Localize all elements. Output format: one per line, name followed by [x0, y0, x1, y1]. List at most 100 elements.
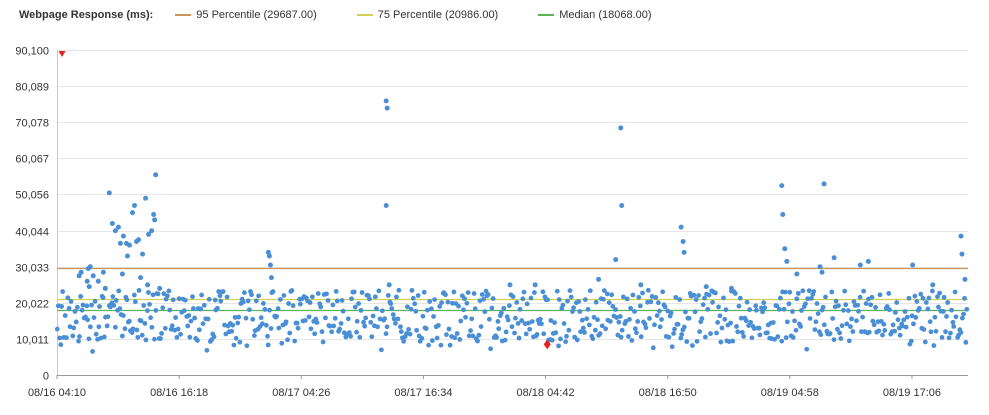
data-point — [465, 290, 471, 296]
data-point — [145, 282, 151, 288]
data-point — [116, 288, 122, 294]
data-point — [287, 330, 293, 336]
data-point — [793, 327, 799, 333]
data-point — [593, 299, 599, 305]
data-point — [952, 289, 958, 295]
data-point — [132, 299, 138, 305]
data-point — [737, 295, 743, 301]
data-point — [375, 324, 380, 330]
y-tick-label: 30,033 — [15, 263, 49, 275]
data-point — [451, 289, 457, 295]
data-point — [324, 291, 329, 297]
data-point — [805, 296, 811, 302]
data-point — [158, 336, 163, 341]
data-point — [829, 289, 835, 295]
data-point — [869, 294, 875, 300]
data-point — [454, 331, 460, 336]
data-point — [762, 305, 768, 311]
y-tick-label: 60,067 — [15, 154, 49, 166]
data-point — [410, 295, 416, 301]
x-tick-label: 08/16 04:10 — [28, 387, 86, 399]
data-point — [131, 292, 137, 298]
data-point — [529, 319, 535, 324]
data-point — [845, 308, 851, 314]
data-point — [439, 300, 445, 305]
data-point — [246, 307, 252, 313]
data-point — [135, 334, 141, 340]
data-point — [266, 253, 272, 259]
data-point — [323, 315, 328, 321]
data-point — [911, 321, 916, 327]
x-tick-label: 08/19 17:06 — [883, 387, 941, 399]
data-point — [918, 291, 924, 297]
data-point — [435, 322, 441, 328]
data-point — [145, 308, 150, 314]
data-point — [775, 334, 781, 340]
data-point — [362, 323, 368, 329]
data-point — [726, 339, 732, 344]
data-point — [926, 295, 932, 301]
data-point — [808, 295, 814, 301]
data-point — [124, 253, 130, 259]
data-point — [526, 320, 531, 326]
data-point — [62, 313, 68, 318]
data-point — [638, 282, 644, 288]
data-point — [532, 290, 537, 295]
data-point — [315, 291, 321, 296]
data-point — [111, 302, 117, 308]
data-point — [495, 319, 501, 324]
data-point — [306, 314, 312, 320]
data-point — [354, 329, 359, 335]
data-point — [563, 339, 569, 345]
data-point — [927, 319, 933, 325]
data-point — [645, 287, 651, 293]
data-point — [916, 305, 922, 311]
data-point — [457, 337, 463, 342]
data-point — [599, 323, 605, 329]
data-point — [64, 335, 69, 341]
legend-label-median: Median (18068.00) — [559, 9, 652, 21]
data-point — [218, 298, 224, 304]
data-point — [148, 315, 153, 321]
data-point — [314, 320, 320, 325]
data-point — [149, 324, 155, 330]
data-point — [786, 301, 792, 307]
data-point — [437, 304, 443, 309]
data-point — [140, 251, 146, 257]
data-point — [404, 304, 410, 310]
x-tick-label: 08/17 16:34 — [394, 387, 452, 399]
data-point — [155, 291, 161, 297]
data-point — [139, 332, 145, 338]
data-point — [224, 294, 230, 300]
data-point — [817, 264, 823, 270]
data-point — [634, 330, 639, 336]
chart-title: Webpage Response (ms): — [19, 9, 154, 21]
data-point — [595, 317, 600, 323]
data-point — [506, 303, 512, 309]
data-point — [749, 335, 755, 341]
data-point — [359, 290, 365, 295]
data-point — [124, 297, 130, 303]
data-point — [90, 273, 96, 279]
data-point — [87, 264, 93, 270]
data-point — [850, 329, 856, 334]
data-point — [331, 323, 337, 329]
data-point — [251, 333, 257, 338]
data-point — [398, 329, 404, 334]
data-point — [849, 316, 854, 322]
data-point — [289, 288, 295, 293]
data-point — [361, 319, 366, 325]
data-point — [377, 316, 383, 322]
min-marker — [543, 339, 551, 350]
data-point — [931, 343, 937, 348]
data-point — [175, 326, 181, 332]
data-point — [84, 278, 90, 284]
data-point — [109, 221, 115, 227]
data-point — [851, 299, 857, 304]
data-point — [431, 314, 436, 319]
data-point — [60, 289, 66, 294]
data-point — [871, 322, 877, 328]
data-point — [152, 336, 157, 342]
data-point — [776, 306, 782, 312]
data-point — [143, 337, 149, 343]
